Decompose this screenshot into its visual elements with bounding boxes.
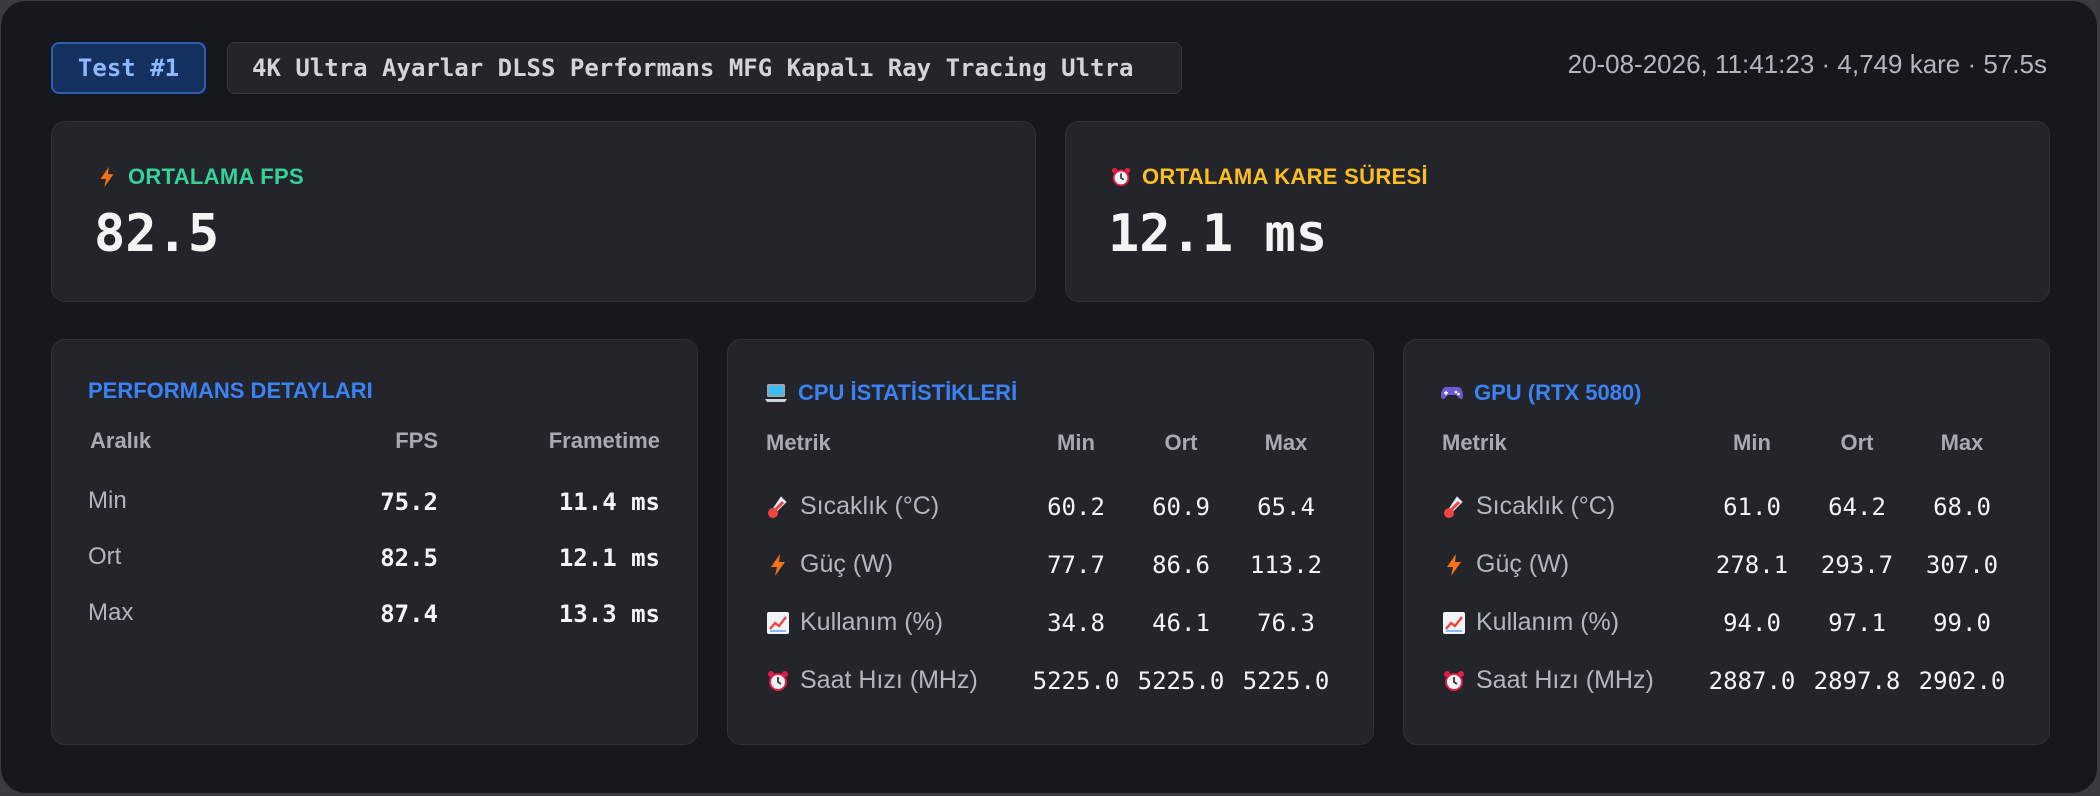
test-description: 4K Ultra Ayarlar DLSS Performans MFG Kap… <box>227 42 1182 94</box>
max-value: 2902.0 <box>1918 667 2006 695</box>
frametime-value: 12.1 ms <box>558 544 660 572</box>
col-header-range: Aralık <box>90 428 152 453</box>
col-header-frametime: Frametime <box>548 428 660 453</box>
max-value: 113.2 <box>1249 551 1323 579</box>
performance-details-card: PERFORMANS DETAYLARI Aralık FPS Frametim… <box>51 339 698 745</box>
col-header-max: Max <box>1940 430 1984 455</box>
metric-label-text: Sıcaklık (°C) <box>1476 492 1616 520</box>
timestamp: 20-08-2026, 11:41:23 <box>1567 49 1815 79</box>
avg-frametime-title: ORTALAMA KARE SÜRESİ <box>1110 164 1428 190</box>
avg-value: 5225.0 <box>1137 667 1225 695</box>
col-header-min: Min <box>1733 430 1771 455</box>
frametime-value: 13.3 ms <box>558 600 660 628</box>
metric-label-text: Saat Hızı (MHz) <box>1476 666 1654 694</box>
avg-value: 293.7 <box>1820 551 1894 579</box>
lightning-icon <box>771 553 785 576</box>
metric-label-text: Saat Hızı (MHz) <box>800 666 978 694</box>
avg-value: 97.1 <box>1828 609 1886 637</box>
metric-label-text: Güç (W) <box>1476 550 1570 578</box>
meta-separator: · <box>1960 49 1984 79</box>
col-header-fps: FPS <box>395 428 438 453</box>
min-value: 5225.0 <box>1032 667 1120 695</box>
row-label: Ort <box>88 543 122 570</box>
cpu-stats-title: CPU İSTATİSTİKLERİ <box>764 380 1017 406</box>
max-value: 307.0 <box>1925 551 1999 579</box>
alarm-clock-icon <box>1444 670 1464 691</box>
row-label: Max <box>88 599 134 626</box>
chart-increasing-icon <box>1443 611 1465 634</box>
metric-label-text: Sıcaklık (°C) <box>800 492 940 520</box>
metric-label-text: Kullanım (%) <box>800 608 944 636</box>
metric-label: Güç (W) <box>766 550 893 579</box>
col-header-min: Min <box>1057 430 1095 455</box>
metric-label: Güç (W) <box>1442 550 1569 579</box>
lightning-icon <box>1447 553 1461 576</box>
avg-frametime-card: ORTALAMA KARE SÜRESİ 12.1 ms <box>1065 121 2050 302</box>
frametime-value: 11.4 ms <box>558 488 660 516</box>
fps-value: 75.2 <box>380 488 438 516</box>
gamepad-icon <box>1441 387 1463 400</box>
avg-value: 64.2 <box>1828 493 1886 521</box>
lightning-icon <box>100 166 114 188</box>
max-value: 5225.0 <box>1242 667 1330 695</box>
avg-fps-value: 82.5 <box>94 204 220 264</box>
alarm-clock-icon <box>768 670 788 691</box>
fps-value: 82.5 <box>380 544 438 572</box>
avg-value: 46.1 <box>1152 609 1210 637</box>
max-value: 99.0 <box>1933 609 1991 637</box>
col-header-avg: Ort <box>1840 430 1874 455</box>
avg-fps-label: ORTALAMA FPS <box>128 164 304 189</box>
metric-label-text: Kullanım (%) <box>1476 608 1620 636</box>
frame-count: 4,749 kare <box>1837 49 1961 79</box>
min-value: 60.2 <box>1047 493 1105 521</box>
metric-label: Kullanım (%) <box>1442 608 1619 637</box>
metric-label: Kullanım (%) <box>766 608 943 637</box>
avg-frametime-value: 12.1 ms <box>1108 204 1328 264</box>
metric-label: Sıcaklık (°C) <box>1442 492 1615 521</box>
meta-separator: · <box>1814 49 1838 79</box>
col-header-metric: Metrik <box>766 430 831 455</box>
col-header-max: Max <box>1264 430 1308 455</box>
test-meta: 20-08-2026, 11:41:23 · 4,749 kare · 57.5… <box>1568 49 2047 80</box>
min-value: 278.1 <box>1715 551 1789 579</box>
metric-label: Saat Hızı (MHz) <box>766 666 978 695</box>
max-value: 68.0 <box>1933 493 1991 521</box>
avg-value: 2897.8 <box>1813 667 1901 695</box>
max-value: 76.3 <box>1257 609 1315 637</box>
min-value: 34.8 <box>1047 609 1105 637</box>
alarm-clock-icon <box>1111 167 1131 187</box>
thermometer-icon <box>768 495 787 518</box>
chart-increasing-icon <box>767 611 789 634</box>
laptop-icon <box>765 384 787 402</box>
avg-value: 86.6 <box>1152 551 1210 579</box>
avg-fps-title: ORTALAMA FPS <box>96 164 304 190</box>
col-header-metric: Metrik <box>1442 430 1507 455</box>
min-value: 94.0 <box>1723 609 1781 637</box>
gpu-stats-title: GPU (RTX 5080) <box>1440 380 1642 406</box>
duration: 57.5s <box>1983 49 2047 79</box>
min-value: 77.7 <box>1047 551 1105 579</box>
performance-details-title: PERFORMANS DETAYLARI <box>88 378 373 403</box>
max-value: 65.4 <box>1257 493 1315 521</box>
cpu-stats-label: CPU İSTATİSTİKLERİ <box>798 380 1018 405</box>
gpu-stats-label: GPU (RTX 5080) <box>1474 380 1642 405</box>
metric-label: Sıcaklık (°C) <box>766 492 939 521</box>
avg-fps-card: ORTALAMA FPS 82.5 <box>51 121 1036 302</box>
avg-value: 60.9 <box>1152 493 1210 521</box>
gpu-stats-card: GPU (RTX 5080) Metrik Min Ort Max Sıcakl… <box>1403 339 2050 745</box>
thermometer-icon <box>1444 495 1463 518</box>
test-badge: Test #1 <box>51 42 206 94</box>
min-value: 2887.0 <box>1708 667 1796 695</box>
metric-label: Saat Hızı (MHz) <box>1442 666 1654 695</box>
avg-frametime-label: ORTALAMA KARE SÜRESİ <box>1142 164 1428 189</box>
cpu-stats-card: CPU İSTATİSTİKLERİ Metrik Min Ort Max Sı… <box>727 339 1374 745</box>
row-label: Min <box>88 487 127 514</box>
fps-value: 87.4 <box>380 600 438 628</box>
min-value: 61.0 <box>1723 493 1781 521</box>
col-header-avg: Ort <box>1164 430 1198 455</box>
metric-label-text: Güç (W) <box>800 550 894 578</box>
